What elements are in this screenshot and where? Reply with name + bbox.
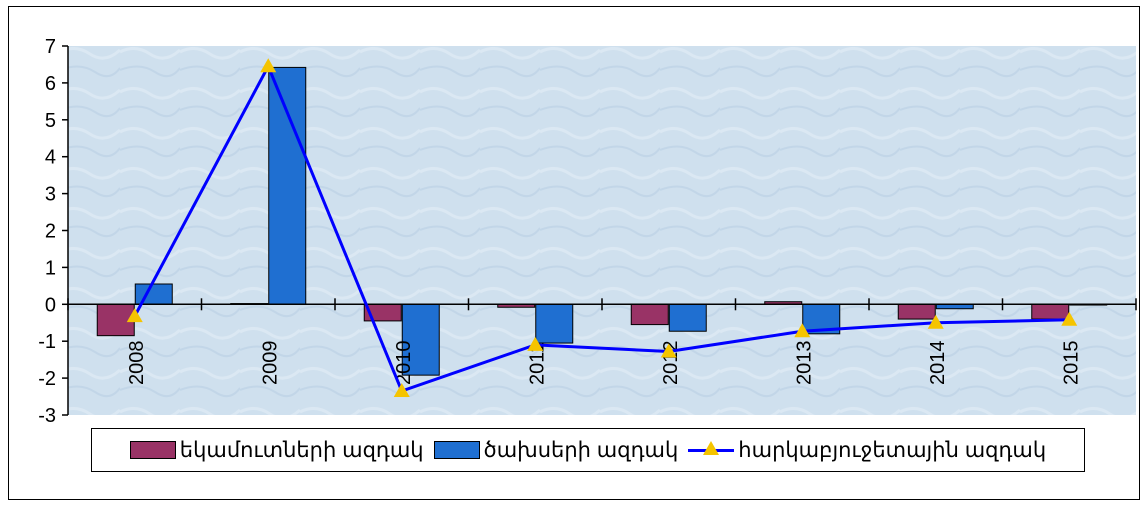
y-tick-label: 2 <box>45 221 56 243</box>
y-tick-label: 1 <box>45 257 56 279</box>
marker-fiscal-2015 <box>1061 311 1078 326</box>
y-tick-label: -3 <box>38 405 56 427</box>
bar-revenue-2015 <box>1031 303 1070 320</box>
x-tick-label-2009: 2009 <box>259 341 281 386</box>
y-tick-label: 7 <box>45 36 56 58</box>
legend-item-fiscal: հարկաբյուջետային ազդակ <box>688 438 1046 463</box>
marker-fiscal-2014 <box>927 314 944 329</box>
y-tick-label: 0 <box>45 294 56 316</box>
line-fiscal-impulse <box>133 62 1070 393</box>
x-tick-label-2015: 2015 <box>1060 341 1082 386</box>
marker-fiscal-2009 <box>260 58 277 73</box>
marker-fiscal-2013 <box>794 323 811 338</box>
legend-label-expenditure: ծախսերի ազդակ <box>483 438 679 462</box>
bars <box>96 66 1108 376</box>
bar-expenditure-2010 <box>401 303 440 376</box>
bar-revenue-2012 <box>630 303 669 326</box>
y-tick-label: -1 <box>38 331 56 353</box>
legend-label-revenue: եկամուտների ազդակ <box>179 438 424 462</box>
marker-fiscal-2011 <box>527 336 544 351</box>
legend-swatch-fiscal <box>688 441 735 459</box>
x-tick-label-2010: 2010 <box>393 341 415 386</box>
plot-area <box>68 46 1136 415</box>
bar-expenditure-2009 <box>268 66 307 305</box>
y-axis: 7 6 5 4 3 2 1 0 -1 -2 -3 <box>38 36 69 427</box>
legend-swatch-revenue <box>129 441 176 459</box>
bar-expenditure-2011 <box>535 303 574 344</box>
bar-revenue-2014 <box>897 303 936 320</box>
x-tick-label-2013: 2013 <box>793 341 815 386</box>
marker-fiscal-2012 <box>660 343 677 358</box>
legend-label-fiscal: հարկաբյուջետային ազդակ <box>738 438 1047 462</box>
x-tick-label-2014: 2014 <box>927 341 949 386</box>
x-tick-label-2011: 2011 <box>526 342 548 385</box>
y-tick-label: 6 <box>45 73 56 95</box>
legend: եկամուտների ազդակ ծախսերի ազդակ հարկաբյո… <box>91 428 1085 472</box>
y-tick-label: 3 <box>45 184 56 206</box>
legend-item-expenditure: ծախսերի ազդակ <box>433 438 679 463</box>
marker-fiscal-2008 <box>126 308 143 323</box>
legend-item-revenue: եկամուտների ազդակ <box>129 438 424 463</box>
x-tick-label-2008: 2008 <box>126 341 148 386</box>
y-tick-label: 5 <box>45 110 56 132</box>
marker-fiscal-2010 <box>393 383 410 398</box>
y-tick-label: 4 <box>45 147 56 169</box>
bar-expenditure-2012 <box>668 303 707 332</box>
legend-swatch-expenditure <box>433 441 480 459</box>
bar-expenditure-2008 <box>134 283 173 305</box>
y-tick-label: -2 <box>38 368 56 390</box>
line-series <box>126 58 1078 398</box>
